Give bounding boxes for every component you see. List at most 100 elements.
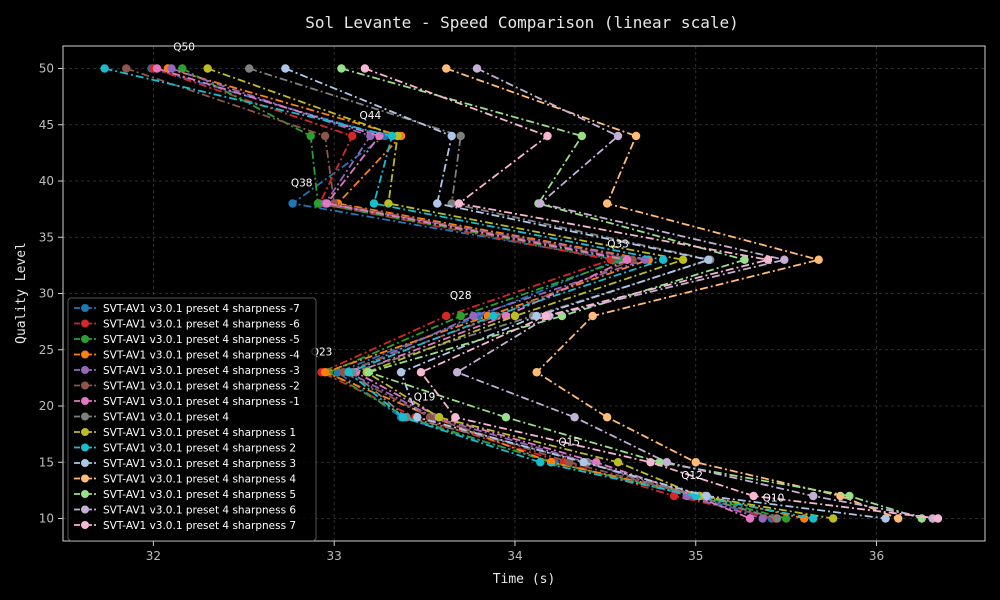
data-point xyxy=(369,199,379,208)
data-point xyxy=(659,255,668,264)
data-point xyxy=(454,199,464,208)
quality-annotation: Q28 xyxy=(450,290,472,302)
legend-box xyxy=(67,297,317,541)
legend-marker xyxy=(81,474,89,483)
y-axis-label: Quality Level xyxy=(14,242,29,344)
legend-label: SVT-AV1 v3.0.1 preset 4 sharpness -5 xyxy=(103,334,300,346)
data-point xyxy=(836,491,845,501)
x-axis-label: Time (s) xyxy=(493,572,556,587)
data-point xyxy=(749,491,758,501)
data-point xyxy=(828,514,838,523)
y-tick-label: 40 xyxy=(39,174,54,188)
legend-marker xyxy=(81,397,89,405)
legend-entry: SVT-AV1 v3.0.1 preset 4 sharpness -7 xyxy=(74,303,300,315)
data-point xyxy=(360,64,370,73)
data-point xyxy=(434,413,444,422)
legend-label: SVT-AV1 v3.0.1 preset 4 sharpness 5 xyxy=(103,489,296,501)
series-line xyxy=(171,67,763,520)
data-point xyxy=(588,311,597,321)
data-point xyxy=(337,64,346,73)
data-point xyxy=(442,311,451,321)
data-point xyxy=(396,368,406,377)
legend-label: SVT-AV1 v3.0.1 preset 4 sharpness 6 xyxy=(103,505,296,517)
series-10 xyxy=(100,64,818,523)
legend-label: SVT-AV1 v3.0.1 preset 4 sharpness 1 xyxy=(103,427,296,439)
x-tick-label: 34 xyxy=(507,549,522,563)
quality-annotation: Q12 xyxy=(681,470,703,482)
legend-entry: SVT-AV1 v3.0.1 preset 4 sharpness -6 xyxy=(74,319,300,331)
data-point xyxy=(532,368,541,377)
legend-entry: SVT-AV1 v3.0.1 preset 4 sharpness -4 xyxy=(74,350,300,362)
data-point xyxy=(577,131,587,141)
data-point xyxy=(122,64,131,73)
legend-marker xyxy=(81,412,89,421)
data-point xyxy=(758,514,767,523)
series-line xyxy=(445,67,899,520)
quality-annotation: Q38 xyxy=(291,178,313,190)
legend-label: SVT-AV1 v3.0.1 preset 4 sharpness -7 xyxy=(103,303,300,315)
data-point xyxy=(564,458,574,467)
legend-marker xyxy=(81,459,89,467)
x-tick-label: 36 xyxy=(869,549,884,563)
quality-annotation: Q10 xyxy=(763,493,785,505)
quality-annotation: Q15 xyxy=(558,436,580,448)
data-point xyxy=(152,64,162,73)
legend-marker xyxy=(81,521,89,529)
data-point xyxy=(364,368,373,377)
data-point xyxy=(320,368,330,377)
data-point xyxy=(100,64,109,73)
data-point xyxy=(178,64,187,73)
legend-label: SVT-AV1 v3.0.1 preset 4 sharpness -2 xyxy=(103,381,300,393)
quality-annotation: Q19 xyxy=(414,391,436,403)
data-point xyxy=(281,64,290,73)
data-point xyxy=(691,458,700,467)
data-point xyxy=(442,64,451,73)
data-point xyxy=(451,413,460,422)
data-point xyxy=(845,491,854,501)
legend-label: SVT-AV1 v3.0.1 preset 4 sharpness -1 xyxy=(103,396,300,408)
data-point xyxy=(469,311,478,321)
data-point xyxy=(702,491,711,501)
data-point xyxy=(781,514,791,523)
series-line xyxy=(248,67,778,520)
legend-entry: SVT-AV1 v3.0.1 preset 4 sharpness 2 xyxy=(74,443,296,455)
data-point xyxy=(313,199,323,208)
y-tick-label: 45 xyxy=(39,118,54,132)
data-point xyxy=(456,131,465,141)
data-point xyxy=(456,311,465,321)
data-point xyxy=(745,514,755,523)
series-line xyxy=(207,67,834,520)
y-tick-label: 20 xyxy=(39,399,54,413)
data-point xyxy=(501,413,511,422)
data-point xyxy=(452,368,462,377)
data-point xyxy=(579,458,588,467)
data-point xyxy=(384,199,393,208)
data-point xyxy=(613,131,623,141)
legend-marker xyxy=(81,304,89,312)
data-point xyxy=(640,255,650,264)
data-point xyxy=(536,199,545,208)
quality-annotation: Q44 xyxy=(360,110,382,122)
data-point xyxy=(814,255,823,264)
legend-label: SVT-AV1 v3.0.1 preset 4 sharpness -4 xyxy=(103,350,300,362)
data-point xyxy=(894,514,903,523)
data-point xyxy=(344,368,353,377)
data-point xyxy=(704,255,713,264)
series-line xyxy=(126,67,778,520)
legend-marker xyxy=(81,319,89,328)
legend-label: SVT-AV1 v3.0.1 preset 4 sharpness 4 xyxy=(103,474,296,486)
data-point xyxy=(288,199,297,208)
legend-marker xyxy=(81,350,89,359)
y-tick-label: 15 xyxy=(39,455,54,469)
data-point xyxy=(510,311,520,321)
legend-entry: SVT-AV1 v3.0.1 preset 4 sharpness -1 xyxy=(74,396,300,408)
data-point xyxy=(472,64,482,73)
legend-marker xyxy=(81,505,89,514)
data-point xyxy=(413,413,422,422)
data-point xyxy=(933,514,943,523)
data-point xyxy=(348,131,357,141)
series-line xyxy=(167,67,805,520)
data-point xyxy=(416,368,426,377)
data-point xyxy=(622,255,632,264)
